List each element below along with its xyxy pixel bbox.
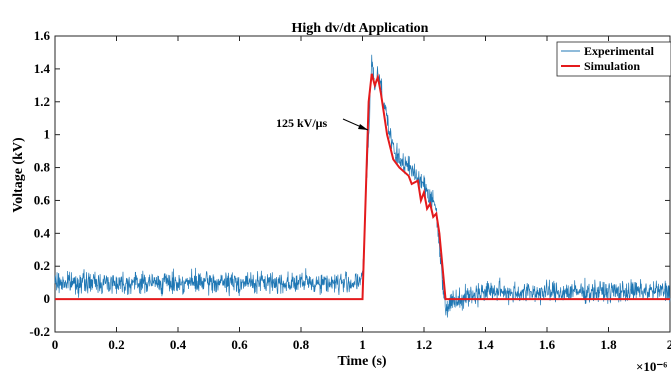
x-axis: 0 0.2 0.4 0.6 0.8 1 1.2 1.4 1.6 1.8 2 — [52, 36, 671, 352]
annotation-arrowhead — [358, 124, 368, 130]
y-tick-label: -0.2 — [29, 324, 50, 339]
y-tick-label: 0.6 — [34, 192, 51, 207]
x-tick-label: 1.2 — [416, 337, 432, 352]
legend-label-simulation: Simulation — [584, 59, 640, 73]
y-tick-label: 1.2 — [34, 94, 50, 109]
x-tick-label: 2 — [667, 337, 671, 352]
x-tick-label: 0.2 — [108, 337, 124, 352]
y-tick-label: 0.2 — [34, 258, 50, 273]
x-tick-label: 1.8 — [600, 337, 617, 352]
x-tick-label: 0.8 — [293, 337, 310, 352]
x-tick-label: 0.6 — [231, 337, 248, 352]
y-axis: -0.2 0 0.2 0.4 0.6 0.8 1 1.2 1.4 1.6 — [29, 28, 670, 339]
legend: Experimental Simulation — [556, 41, 671, 77]
x-axis-multiplier: ×10⁻⁶ — [636, 359, 667, 374]
annotation: 125 kV/μs — [276, 116, 369, 131]
series-layer — [54, 54, 671, 318]
y-tick-label: 0.8 — [34, 160, 51, 175]
y-tick-label: 0.4 — [34, 225, 51, 240]
y-tick-label: 1 — [44, 127, 51, 142]
x-tick-label: 1 — [359, 337, 366, 352]
series-simulation-line — [55, 73, 670, 301]
y-tick-label: 0 — [44, 291, 51, 306]
chart-title: High dv/dt Application — [292, 21, 429, 36]
legend-box — [556, 41, 671, 77]
x-axis-label: Time (s) — [337, 354, 386, 369]
annotation-label: 125 kV/μs — [276, 116, 327, 130]
y-tick-label: 1.6 — [34, 28, 51, 43]
x-tick-label: 1.4 — [477, 337, 494, 352]
x-tick-label: 0.4 — [170, 337, 187, 352]
x-tick-label: 1.6 — [539, 337, 556, 352]
legend-label-experimental: Experimental — [584, 44, 655, 58]
plot-area: 0 0.2 0.4 0.6 0.8 1 1.2 1.4 1.6 1.8 2 -0.200.20.40… — [29, 28, 671, 352]
y-tick-label: 1.4 — [34, 61, 51, 76]
x-tick-label: 0 — [52, 337, 59, 352]
y-axis-label: Voltage (kV) — [11, 137, 26, 213]
